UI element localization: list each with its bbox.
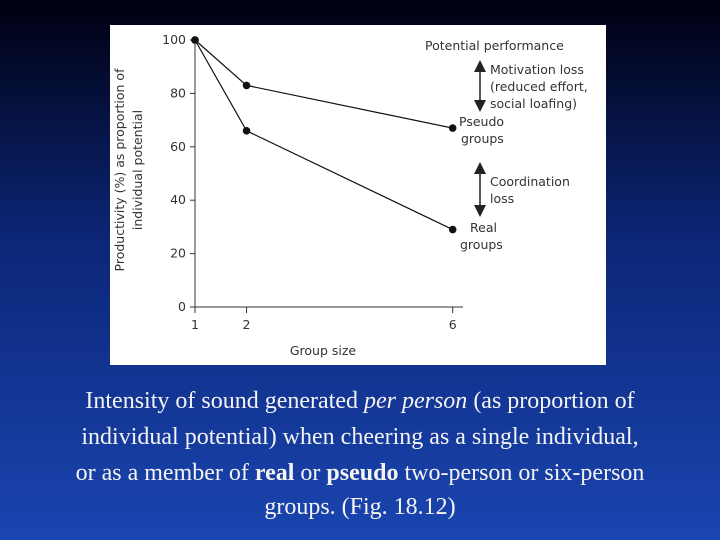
caption-text: real: [255, 460, 295, 486]
y-tick-label: 80: [170, 85, 186, 100]
annotation: Motivation loss: [490, 62, 584, 77]
y-tick-label: 20: [170, 246, 186, 261]
x-axis-label: Group size: [290, 343, 357, 358]
y-tick-label: 40: [170, 192, 186, 207]
caption-text: Intensity of sound generated: [85, 388, 364, 414]
data-point: [448, 225, 457, 234]
series-label: Real groups: [460, 220, 503, 252]
caption-text: groups. (Fig. 18.12): [264, 494, 455, 520]
series-label: Pseudo groups: [459, 114, 504, 146]
data-point: [242, 81, 251, 90]
annotation: Coordination: [490, 174, 570, 189]
y-tick-label: 0: [178, 299, 186, 314]
caption: Intensity of sound generated per person …: [76, 388, 645, 520]
caption-line: Intensity of sound generated per person …: [85, 388, 634, 414]
y-axis-label: individual potential: [130, 110, 145, 230]
caption-text: two-person or six-person: [398, 460, 644, 486]
annotation: Potential performance: [425, 38, 564, 53]
chart-panel: [110, 25, 606, 365]
data-point: [191, 36, 199, 44]
caption-text: per person: [362, 388, 467, 414]
caption-text: pseudo: [326, 460, 398, 486]
caption-text: individual potential) when cheering as a…: [81, 424, 638, 450]
caption-text: or as a member of: [76, 460, 255, 486]
y-axis-label: Productivity (%) as proportion of: [112, 68, 127, 272]
caption-line: or as a member of real or pseudo two-per…: [76, 460, 645, 486]
annotation: loss: [490, 191, 514, 206]
annotation: social loafing): [490, 96, 577, 111]
caption-line: groups. (Fig. 18.12): [264, 494, 455, 520]
caption-line: individual potential) when cheering as a…: [81, 424, 638, 450]
caption-text: (as proportion of: [467, 388, 634, 414]
data-point: [242, 126, 251, 135]
y-tick-label: 60: [170, 139, 186, 154]
caption-text: or: [294, 460, 326, 486]
x-tick-label: 1: [191, 317, 199, 332]
annotation: (reduced effort,: [490, 79, 588, 94]
x-tick-label: 2: [243, 317, 251, 332]
plot: 0 20 40 60 80 100 1 2 6 Group size Productivity (%…: [112, 32, 588, 358]
data-point: [448, 124, 457, 132]
y-tick-label: 100: [162, 32, 186, 47]
x-tick-label: 6: [449, 317, 457, 332]
